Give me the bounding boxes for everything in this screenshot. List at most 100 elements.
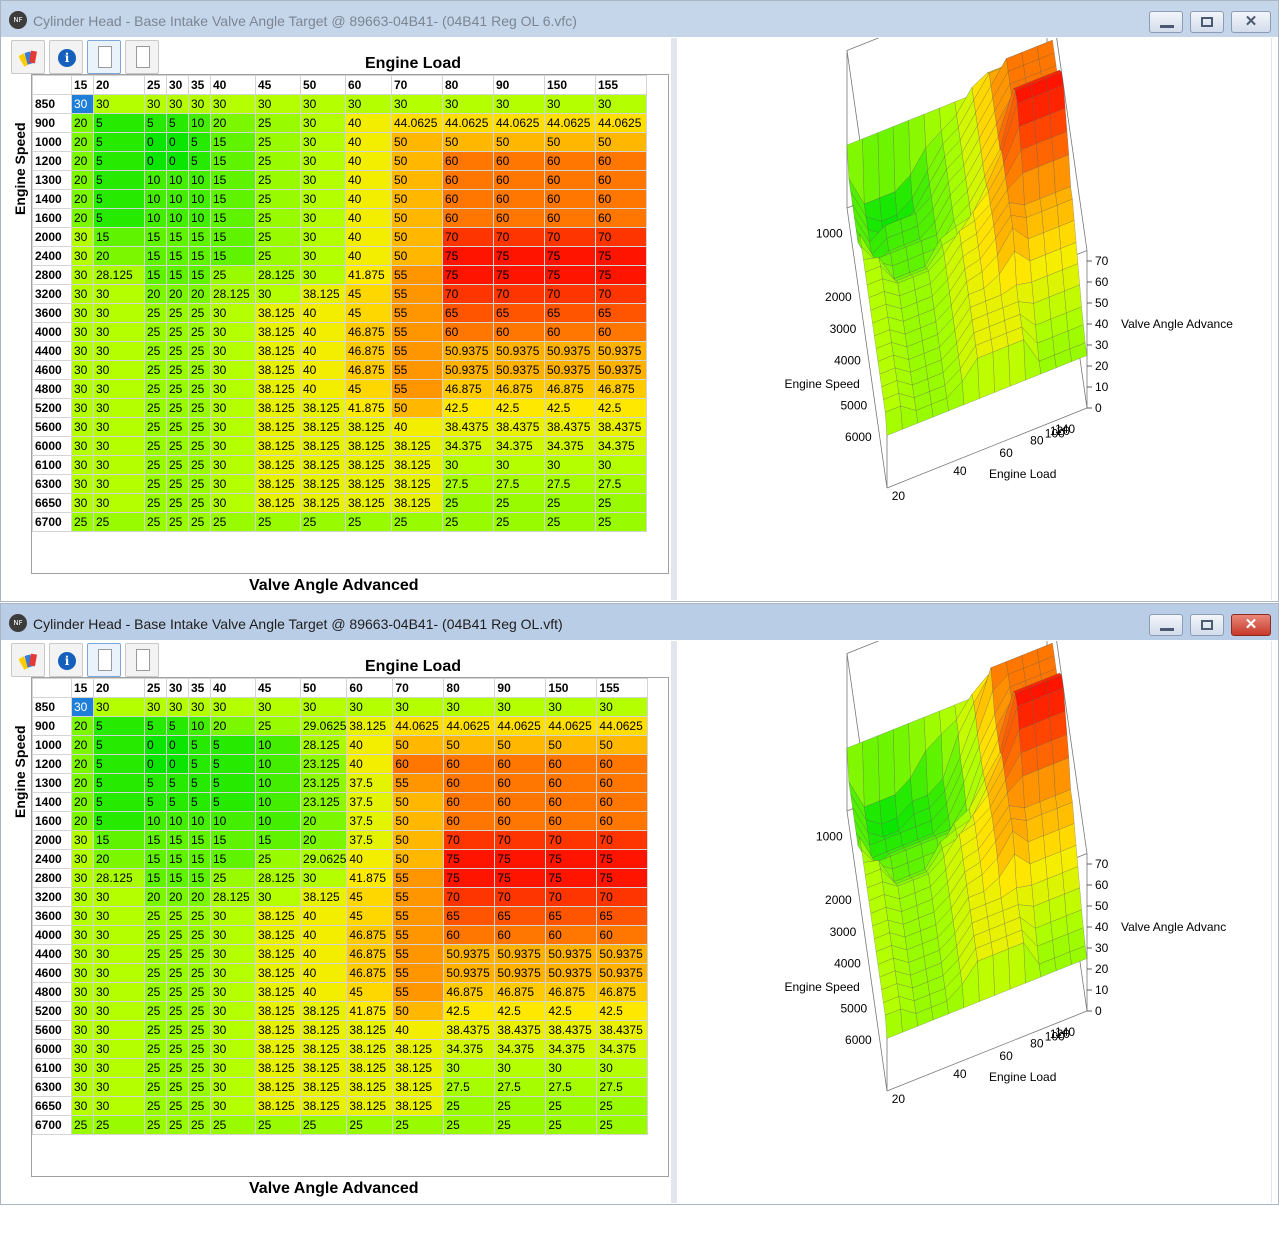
map-cell[interactable]: 25 (345, 512, 392, 532)
map-cell[interactable]: 60 (443, 773, 496, 793)
map-cell[interactable]: 38.125 (299, 1039, 348, 1059)
map-cell[interactable]: 38.125 (255, 493, 301, 513)
map-cell[interactable]: 55 (392, 887, 445, 907)
map-cell[interactable]: 41.875 (346, 1001, 394, 1021)
map-cell[interactable]: 25 (144, 1115, 167, 1135)
map-cell[interactable]: 27.5 (595, 474, 647, 494)
map-cell[interactable]: 25 (71, 1115, 94, 1135)
map-cell[interactable]: 5 (144, 792, 167, 812)
map-cell[interactable]: 30 (493, 455, 545, 475)
map-cell[interactable]: 25 (166, 1001, 189, 1021)
map-cell[interactable]: 60 (544, 170, 596, 190)
map-cell[interactable]: 25 (144, 398, 167, 418)
map-cell[interactable]: 5 (144, 716, 167, 736)
map-cell[interactable]: 20 (93, 849, 145, 869)
map-cell[interactable]: 30 (93, 341, 145, 361)
map-cell[interactable]: 30 (93, 1039, 145, 1059)
map-cell[interactable]: 15 (144, 246, 167, 266)
map-cell[interactable]: 25 (144, 925, 167, 945)
map-cell[interactable]: 30 (300, 246, 346, 266)
info-button[interactable]: i (49, 40, 83, 74)
map-cell[interactable]: 30 (93, 1096, 145, 1116)
map-cell[interactable]: 25 (188, 1096, 211, 1116)
map-cell[interactable]: 50 (392, 811, 445, 831)
map-cell[interactable]: 30 (210, 94, 256, 114)
map-cell[interactable]: 15 (166, 830, 189, 850)
title-bar[interactable]: NF Cylinder Head - Base Intake Valve Ang… (1, 1, 1278, 37)
map-cell[interactable]: 25 (144, 1039, 167, 1059)
map-cell[interactable]: 10 (188, 189, 211, 209)
map-cell[interactable]: 5 (144, 773, 167, 793)
map-cell[interactable]: 30 (300, 208, 346, 228)
map-cell[interactable]: 44.0625 (595, 113, 647, 133)
map-cell[interactable]: 38.125 (392, 1077, 445, 1097)
map-cell[interactable]: 10 (255, 754, 301, 774)
map-cell[interactable]: 25 (166, 1020, 189, 1040)
map-cell[interactable]: 30 (442, 455, 494, 475)
map-cell[interactable]: 25 (166, 1039, 189, 1059)
map-cell[interactable]: 45 (345, 284, 392, 304)
map-cell[interactable]: 70 (494, 830, 547, 850)
map-cell[interactable]: 30 (93, 417, 145, 437)
map-cell[interactable]: 15 (188, 265, 211, 285)
map-cell[interactable]: 25 (144, 1001, 167, 1021)
map-cell[interactable]: 70 (595, 227, 647, 247)
close-button[interactable]: ✕ (1231, 614, 1271, 636)
map-cell[interactable]: 38.125 (300, 417, 346, 437)
map-cell[interactable]: 25 (544, 493, 596, 513)
map-cell[interactable]: 30 (210, 322, 256, 342)
row-header[interactable]: 1400 (32, 792, 72, 812)
map-cell[interactable]: 25 (166, 1096, 189, 1116)
map-cell[interactable]: 5 (166, 716, 189, 736)
map-cell[interactable]: 34.375 (596, 1039, 649, 1059)
map-cell[interactable]: 15 (144, 849, 167, 869)
map-cell[interactable]: 70 (595, 284, 647, 304)
map-cell[interactable]: 10 (188, 811, 211, 831)
map-cell[interactable]: 38.125 (255, 1020, 301, 1040)
row-header[interactable]: 1000 (32, 132, 72, 152)
map-cell[interactable]: 60 (493, 170, 545, 190)
map-cell[interactable]: 25 (255, 849, 301, 869)
map-cell[interactable]: 25 (188, 322, 211, 342)
map-cell[interactable]: 50 (392, 1001, 445, 1021)
map-cell[interactable]: 37.5 (346, 773, 394, 793)
map-cell[interactable]: 30 (443, 697, 496, 717)
map-cell[interactable]: 38.125 (392, 1058, 445, 1078)
map-cell[interactable]: 25 (210, 512, 256, 532)
map-cell[interactable]: 60 (442, 170, 494, 190)
map-cell[interactable]: 40 (346, 754, 394, 774)
map-cell[interactable]: 42.5 (493, 398, 545, 418)
row-header[interactable]: 5200 (32, 398, 72, 418)
map-cell[interactable]: 30 (210, 963, 256, 983)
map-cell[interactable]: 40 (299, 982, 348, 1002)
map-cell[interactable]: 40 (345, 246, 392, 266)
map-cell[interactable]: 25 (166, 417, 189, 437)
map-cell[interactable]: 38.125 (255, 982, 301, 1002)
map-cell[interactable]: 60 (442, 322, 494, 342)
map-cell[interactable]: 30 (71, 284, 94, 304)
map-cell[interactable]: 75 (493, 265, 545, 285)
map-cell[interactable]: 46.875 (346, 925, 394, 945)
map-cell[interactable]: 60 (493, 322, 545, 342)
map-cell[interactable]: 25 (188, 963, 211, 983)
map-cell[interactable]: 60 (443, 792, 496, 812)
map-cell[interactable]: 38.125 (255, 455, 301, 475)
map-cell[interactable]: 55 (392, 868, 445, 888)
map-cell[interactable]: 30 (210, 493, 256, 513)
map-cell[interactable]: 60 (595, 151, 647, 171)
map-cell[interactable]: 30 (71, 246, 94, 266)
map-cell[interactable]: 30 (71, 94, 94, 114)
map-cell[interactable]: 50.9375 (545, 963, 598, 983)
map-cell[interactable]: 25 (255, 208, 301, 228)
map-cell[interactable]: 38.125 (255, 944, 301, 964)
map-cell[interactable]: 38.125 (391, 455, 443, 475)
map-cell[interactable]: 60 (544, 151, 596, 171)
surface-plot-panel[interactable]: 1000 2000 3000 4000 5000 6000 20 40 60 80 100 120 14… (677, 38, 1271, 600)
column-header[interactable]: 45 (255, 75, 301, 95)
map-cell[interactable]: 60 (595, 189, 647, 209)
map-cell[interactable]: 30 (210, 436, 256, 456)
map-cell[interactable]: 50 (494, 735, 547, 755)
map-cell[interactable]: 40 (299, 944, 348, 964)
map-cell[interactable]: 65 (545, 906, 598, 926)
map-cell[interactable]: 55 (391, 265, 443, 285)
